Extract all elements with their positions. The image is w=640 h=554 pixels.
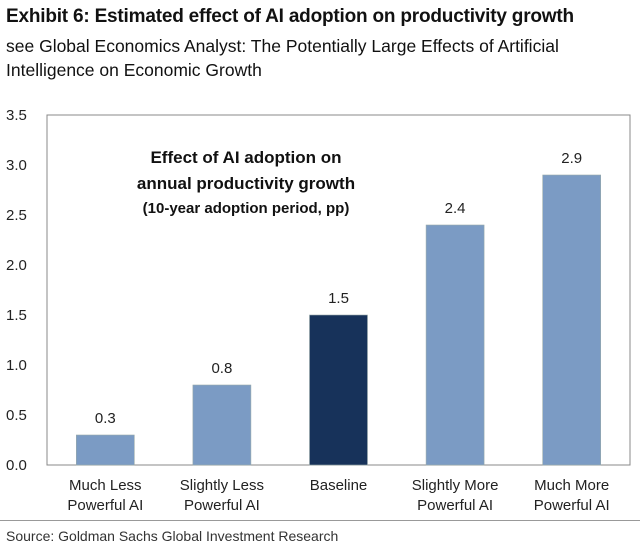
bar [76,434,135,466]
x-tick-label: Powerful AI [534,497,610,514]
y-tick-label: 2.5 [6,207,27,224]
exhibit-title: Exhibit 6: Estimated effect of AI adopti… [6,6,574,27]
data-label: 0.8 [211,360,232,377]
chart-title-line: Effect of AI adoption on [150,148,341,167]
chart-title-line: (10-year adoption period, pp) [143,200,350,217]
data-label: 0.3 [95,410,116,427]
y-tick-label: 3.5 [6,107,27,124]
x-tick-label: Powerful AI [67,497,143,514]
divider [0,520,640,521]
x-tick-label: Powerful AI [184,497,260,514]
chart-title-line: annual productivity growth [137,174,355,193]
source-note: Source: Goldman Sachs Global Investment … [6,528,339,544]
x-tick-label: Baseline [310,477,368,494]
bar [192,384,252,466]
bar [309,314,368,466]
y-tick-label: 3.0 [6,157,27,174]
y-tick-label: 0.5 [6,407,27,424]
y-tick-label: 1.0 [6,357,27,374]
data-label: 1.5 [328,290,349,307]
data-label: 2.9 [561,150,582,167]
x-tick-label: Slightly Less [180,477,264,494]
x-tick-label: Powerful AI [417,497,493,514]
bar [425,224,485,466]
x-tick-label: Much More [534,477,609,494]
data-label: 2.4 [445,200,466,217]
exhibit-subtitle: see Global Economics Analyst: The Potent… [6,36,559,80]
bar [542,174,602,466]
y-tick-label: 2.0 [6,257,27,274]
y-tick-label: 0.0 [6,457,27,474]
x-tick-label: Much Less [69,477,142,494]
y-tick-label: 1.5 [6,307,27,324]
x-tick-label: Slightly More [412,477,499,494]
